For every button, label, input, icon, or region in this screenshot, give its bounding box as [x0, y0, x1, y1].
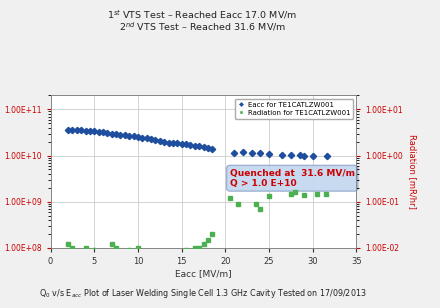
- Y-axis label: Radiation [mR/hr]: Radiation [mR/hr]: [408, 134, 417, 209]
- Text: 2$^{nd}$ VTS Test – Reached 31.6 MV/m: 2$^{nd}$ VTS Test – Reached 31.6 MV/m: [119, 20, 286, 33]
- X-axis label: Eacc [MV/m]: Eacc [MV/m]: [175, 269, 232, 278]
- Legend: Eacc for TE1CATLZW001, Radiation for TE1CATLZW001: Eacc for TE1CATLZW001, Radiation for TE1…: [235, 99, 353, 119]
- Text: Q$_0$ v/s E$_{acc}$ Plot of Laser Welding Single Cell 1.3 GHz Cavity Tested on 1: Q$_0$ v/s E$_{acc}$ Plot of Laser Weldin…: [39, 287, 366, 300]
- Text: 1$^{st}$ VTS Test – Reached Eacc 17.0 MV/m: 1$^{st}$ VTS Test – Reached Eacc 17.0 MV…: [107, 8, 297, 21]
- Text: Quenched at  31.6 MV/m
Q > 1.0 E+10: Quenched at 31.6 MV/m Q > 1.0 E+10: [230, 168, 355, 188]
- Y-axis label: Q$_0$: Q$_0$: [0, 164, 1, 179]
